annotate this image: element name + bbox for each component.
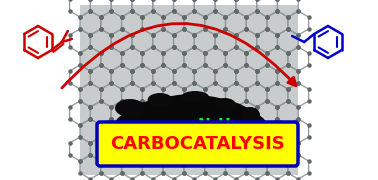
Polygon shape	[100, 94, 278, 162]
Ellipse shape	[147, 93, 172, 107]
Ellipse shape	[214, 98, 236, 112]
FancyBboxPatch shape	[97, 122, 298, 166]
Text: CARBOCATALYSIS: CARBOCATALYSIS	[110, 135, 285, 153]
Ellipse shape	[115, 99, 145, 117]
FancyArrowPatch shape	[62, 23, 296, 88]
Text: O$_2$: O$_2$	[149, 122, 167, 138]
Ellipse shape	[181, 91, 209, 103]
Bar	[80, 5, 298, 175]
Text: N$_2$H$_4$: N$_2$H$_4$	[197, 117, 239, 135]
Ellipse shape	[240, 107, 260, 123]
